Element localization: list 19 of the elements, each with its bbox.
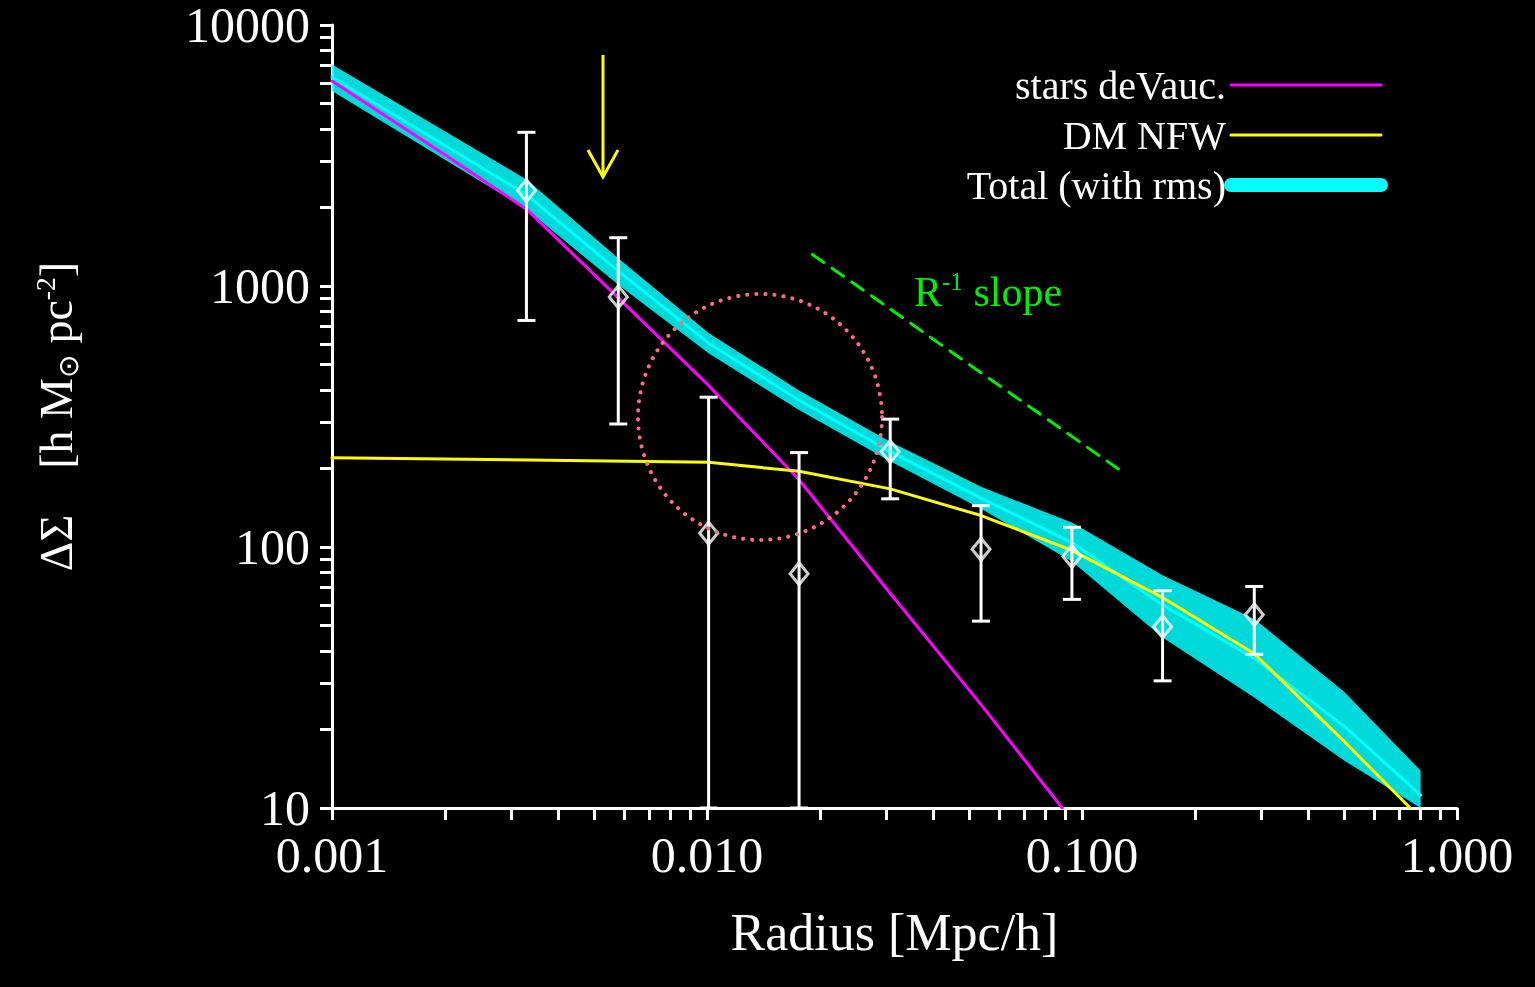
legend-label: stars deVauc. [1014, 62, 1226, 108]
x-tick-label: 0.010 [650, 827, 764, 883]
x-tick-label: 0.100 [1025, 827, 1139, 883]
legend-label: Total (with rms) [966, 162, 1226, 208]
point [1243, 602, 1265, 628]
legend-label: DM NFW [1062, 112, 1227, 158]
y-axis-title: ΔΣ [h M⊙ pc-2] [29, 261, 84, 572]
y-tick-label: 1000 [210, 258, 310, 314]
point [607, 284, 629, 310]
point [1152, 614, 1174, 640]
point [970, 536, 992, 562]
point [515, 178, 537, 204]
x-tick-label: 1.000 [1400, 827, 1514, 883]
x-axis-title: Radius [Mpc/h] [730, 903, 1059, 961]
y-tick-label: 100 [235, 519, 310, 575]
point [788, 561, 810, 587]
y-tick-label: 10000 [185, 0, 310, 53]
point [1061, 543, 1083, 569]
point [879, 439, 901, 465]
